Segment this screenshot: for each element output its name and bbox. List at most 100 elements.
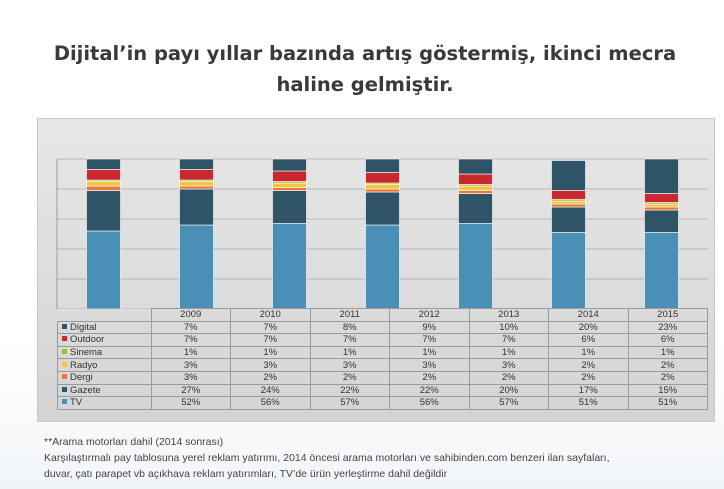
bar-segment-tv-2009 [86, 230, 121, 309]
bar-segment-gazete-2011 [272, 190, 307, 224]
bar-segment-outdoor-2010 [179, 169, 214, 181]
legend-entry-tv: TV [57, 396, 152, 410]
data-label-sinema-2011: 1% [309, 345, 390, 360]
bar-segment-radyo-2014 [551, 200, 586, 205]
bar-segment-radyo-2011 [272, 182, 307, 188]
data-label-radyo-2010: 3% [230, 358, 311, 372]
plot-area [56, 158, 708, 309]
data-label-radyo-2012: 3% [389, 358, 470, 372]
data-label-outdoor-2012: 7% [389, 333, 470, 347]
legend-entry-dergi: Dergi [57, 370, 152, 385]
legend-label: Digital [70, 321, 97, 333]
data-label-gazete-2014: 17% [548, 383, 629, 398]
legend-entry-radyo: Radyo [57, 358, 152, 372]
bar-segment-dergi-2010 [179, 185, 214, 190]
data-label-radyo-2011: 3% [309, 358, 390, 372]
bar-segment-digital-2013 [458, 158, 493, 175]
legend-swatch [62, 386, 67, 392]
footnotes: **Arama motorları dahil (2014 sonrası) K… [44, 434, 714, 482]
data-label-outdoor-2015: 6% [627, 333, 708, 347]
bar-segment-outdoor-2014 [551, 190, 586, 200]
bar-segment-tv-2013 [458, 223, 493, 309]
bar-segment-tv-2011 [272, 223, 307, 309]
bar-segment-digital-2015 [644, 158, 679, 194]
bar-segment-tv-2012 [365, 224, 400, 309]
data-label-outdoor-2011: 7% [309, 333, 390, 347]
data-label-tv-2015: 51% [627, 396, 708, 410]
footnote-line-1: **Arama motorları dahil (2014 sonrası) [44, 436, 224, 448]
data-label-dergi-2011: 2% [309, 370, 390, 385]
bar-segment-gazete-2013 [458, 193, 493, 224]
table-row: Sinema 1% 1% 1% 1% 1% 1% 1% [57, 345, 708, 360]
data-label-dergi-2012: 2% [389, 370, 470, 385]
bar-segment-gazete-2010 [179, 188, 214, 226]
data-label-dergi-2015: 2% [627, 370, 708, 385]
data-label-gazete-2012: 22% [389, 383, 470, 398]
data-label-radyo-2009: 3% [150, 358, 231, 372]
data-label-gazete-2009: 27% [150, 383, 231, 398]
bar-segment-dergi-2013 [458, 190, 493, 194]
bar-segment-radyo-2015 [644, 203, 679, 208]
bar-segment-dergi-2011 [272, 187, 307, 191]
bar-segment-radyo-2009 [86, 181, 121, 187]
data-label-digital-2013: 10% [468, 320, 549, 335]
bar-segment-dergi-2015 [644, 206, 679, 211]
bar-segment-digital-2011 [272, 158, 307, 172]
data-label-gazete-2011: 22% [309, 383, 390, 398]
data-label-dergi-2013: 2% [468, 370, 549, 385]
data-table-body: Digital 7% 7% 8% 9% 10% 20% 23% Outdoor 7% 7% 7% 7% 7… [57, 320, 708, 410]
legend-swatch [62, 399, 67, 405]
data-label-dergi-2010: 2% [230, 370, 311, 385]
table-row: Outdoor 7% 7% 7% 7% 7% 6% 6% [57, 333, 708, 347]
data-label-tv-2010: 56% [230, 396, 311, 410]
data-label-digital-2015: 23% [627, 320, 708, 335]
footnote-line-3: duvar, çatı parapet vb açıkhava reklam y… [44, 468, 448, 480]
table-row: Digital 7% 7% 8% 9% 10% 20% 23% [57, 320, 708, 335]
legend-entry-outdoor: Outdoor [57, 333, 152, 347]
bar-segment-gazete-2015 [644, 209, 679, 233]
legend-swatch [62, 323, 67, 329]
data-label-tv-2009: 52% [150, 396, 231, 410]
legend-entry-digital: Digital [57, 320, 152, 335]
legend-label: Radyo [70, 359, 98, 371]
bar-segment-digital-2009 [86, 158, 121, 170]
bar-segment-gazete-2014 [551, 206, 586, 233]
table-row: Gazete 27% 24% 22% 22% 20% 17% 15% [57, 383, 708, 398]
bar-segment-tv-2015 [644, 232, 679, 309]
bar-segment-radyo-2012 [365, 184, 400, 190]
bar-segment-tv-2010 [179, 224, 214, 309]
legend-swatch [62, 374, 67, 380]
bar-segment-tv-2014 [551, 232, 586, 309]
bar-segment-radyo-2010 [179, 181, 214, 187]
title-line-2: haline gelmiştir. [276, 73, 454, 96]
data-label-tv-2011: 57% [309, 396, 390, 410]
tick-label-2012: 2012 [389, 308, 470, 322]
bar-segment-dergi-2009 [86, 185, 121, 191]
data-label-sinema-2012: 1% [389, 345, 470, 360]
bar-segment-outdoor-2011 [272, 170, 307, 182]
legend-label: Sinema [70, 347, 103, 359]
bar-segment-gazete-2012 [365, 191, 400, 226]
bar-segment-radyo-2013 [458, 185, 493, 191]
data-label-tv-2013: 57% [468, 396, 549, 410]
data-label-digital-2014: 20% [548, 320, 629, 335]
data-label-digital-2009: 7% [150, 320, 231, 335]
table-row: TV 52% 56% 57% 56% 57% 51% 51% [57, 396, 708, 410]
legend-swatch [62, 336, 67, 342]
data-label-digital-2010: 7% [230, 320, 311, 335]
bar-segment-outdoor-2009 [86, 169, 121, 181]
tick-label-2014: 2014 [548, 308, 629, 322]
data-label-outdoor-2010: 7% [230, 333, 311, 347]
data-label-gazete-2013: 20% [468, 383, 549, 398]
data-label-digital-2011: 8% [309, 320, 390, 335]
title-line-1: Dijital’in payı yıllar bazında artış gös… [53, 42, 677, 65]
data-table: 2009 2010 2011 2012 2013 2014 2015 Digital 7% 7%… [57, 308, 708, 410]
bar-segment-dergi-2012 [365, 188, 400, 193]
bar-segment-outdoor-2015 [644, 193, 679, 203]
data-label-sinema-2009: 1% [150, 345, 231, 360]
data-table-header-row: 2009 2010 2011 2012 2013 2014 2015 [57, 308, 708, 322]
legend-entry-sinema: Sinema [57, 345, 152, 360]
data-label-sinema-2014: 1% [548, 345, 629, 360]
data-label-sinema-2013: 1% [468, 345, 549, 360]
data-label-outdoor-2014: 6% [548, 333, 629, 347]
